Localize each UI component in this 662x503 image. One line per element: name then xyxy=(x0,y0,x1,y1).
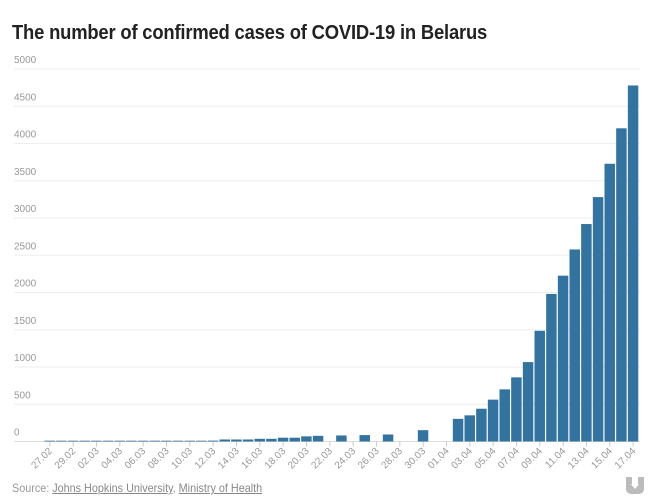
x-tick-label: 05.04 xyxy=(473,446,499,472)
source-link-ministry[interactable]: Ministry of Health xyxy=(178,481,263,495)
source-link-jhu[interactable]: Johns Hopkins University xyxy=(52,481,173,495)
x-tick-label: 28.03 xyxy=(379,446,405,472)
x-tick-label: 14.03 xyxy=(216,446,242,472)
bar-08.04 xyxy=(522,362,534,442)
bar-03.03 xyxy=(102,440,114,442)
x-tick-label: 12.03 xyxy=(193,446,219,472)
bar-07.04 xyxy=(511,377,522,442)
y-tick-label: 4500 xyxy=(14,92,37,103)
download-logo-icon[interactable] xyxy=(624,475,646,497)
bar-09.03 xyxy=(172,440,184,442)
x-tick-label: 26.03 xyxy=(356,446,382,472)
x-tick-label: 04.03 xyxy=(99,446,125,472)
bar-06.04 xyxy=(499,389,510,442)
x-tick-label: 07.04 xyxy=(496,446,522,472)
bar-30.03 xyxy=(417,430,429,442)
x-tick-label: 15.04 xyxy=(589,446,615,472)
bar-07.03 xyxy=(149,440,160,442)
x-tick-label: 01.04 xyxy=(426,446,452,472)
bar-27.02 xyxy=(44,440,55,442)
x-tick-label: 22.03 xyxy=(309,446,335,472)
x-tick-label: 30.03 xyxy=(403,446,429,472)
bar-10.04 xyxy=(546,293,557,442)
x-tick-label: 10.03 xyxy=(169,446,195,472)
bar-19.03 xyxy=(289,437,300,442)
bar-05.03 xyxy=(126,440,137,442)
bar-17.04 xyxy=(627,85,639,442)
bar-04.04 xyxy=(476,408,487,442)
bar-05.04 xyxy=(487,399,499,442)
bar-08.03 xyxy=(161,440,172,442)
x-tick-label: 18.03 xyxy=(263,446,289,472)
bar-25.03 xyxy=(359,435,370,442)
x-tick-label: 09.04 xyxy=(519,446,545,472)
bar-11.03 xyxy=(196,440,207,442)
x-tick-label: 20.03 xyxy=(286,446,312,472)
bar-28.02 xyxy=(56,440,67,442)
bar-20.03 xyxy=(301,436,312,442)
y-tick-label: 4000 xyxy=(14,130,37,141)
x-tick-label: 13.04 xyxy=(566,446,592,472)
y-tick-label: 2500 xyxy=(14,241,37,252)
y-tick-label: 5000 xyxy=(14,55,37,66)
bar-11.04 xyxy=(557,275,569,442)
bar-02.03 xyxy=(91,440,102,442)
bar-27.03 xyxy=(382,434,394,442)
source-prefix: Source: xyxy=(12,481,53,495)
x-tick-label: 08.03 xyxy=(146,446,172,472)
bar-09.04 xyxy=(534,330,545,442)
x-tick-label: 29.02 xyxy=(53,446,79,472)
bar-14.03 xyxy=(231,439,242,442)
bar-21.03 xyxy=(312,435,324,442)
chart-title: The number of confirmed cases of COVID-1… xyxy=(12,22,488,44)
y-tick-label: 3000 xyxy=(14,204,37,215)
y-tick-label: 1000 xyxy=(14,353,37,364)
bar-15.03 xyxy=(242,439,254,442)
x-tick-label: 24.03 xyxy=(333,446,359,472)
y-tick-label: 500 xyxy=(14,390,31,401)
x-tick-label: 03.04 xyxy=(449,446,475,472)
x-tick-label: 17.04 xyxy=(613,446,639,472)
bar-16.03 xyxy=(254,438,265,442)
bar-14.04 xyxy=(592,197,604,442)
bar-03.04 xyxy=(464,415,475,442)
bar-23.03 xyxy=(336,435,347,442)
bar-29.02 xyxy=(67,440,79,442)
bar-04.03 xyxy=(114,440,125,442)
bar-17.03 xyxy=(266,438,277,442)
x-tick-label: 16.03 xyxy=(239,446,265,472)
x-tick-label: 06.03 xyxy=(123,446,149,472)
bar-16.04 xyxy=(616,128,627,442)
bar-02.04 xyxy=(452,418,464,442)
source-line: Source: Johns Hopkins University, Minist… xyxy=(12,481,262,495)
y-tick-label: 0 xyxy=(14,428,20,439)
bar-13.04 xyxy=(581,224,592,442)
bar-12.03 xyxy=(207,440,219,442)
source-separator: , xyxy=(172,481,179,495)
bar-13.03 xyxy=(219,439,230,442)
bar-01.03 xyxy=(79,440,90,442)
x-tick-label: 02.03 xyxy=(76,446,102,472)
x-tick-label: 27.02 xyxy=(29,446,55,472)
bar-12.04 xyxy=(569,249,580,442)
y-tick-label: 2000 xyxy=(14,279,37,290)
x-tick-label: 11.04 xyxy=(543,446,568,471)
bar-10.03 xyxy=(184,440,195,442)
y-tick-label: 1500 xyxy=(14,316,37,327)
bar-18.03 xyxy=(277,437,289,442)
bar-15.04 xyxy=(604,163,615,442)
y-tick-label: 3500 xyxy=(14,167,37,178)
bar-06.03 xyxy=(137,440,149,442)
